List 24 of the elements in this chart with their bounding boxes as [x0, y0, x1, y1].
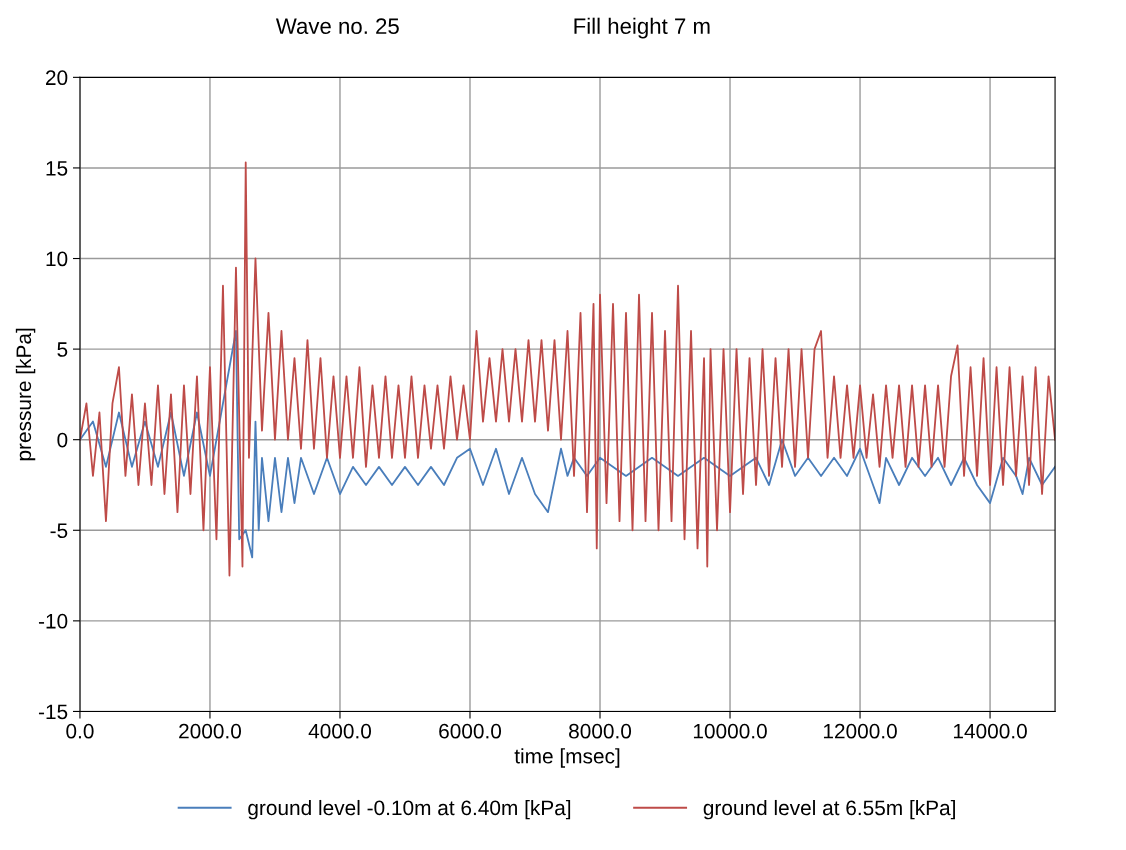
chart-title: Wave no. 25	[275, 18, 399, 35]
y-tick-label: 10	[46, 251, 68, 267]
y-tick-label: 0	[57, 432, 68, 448]
x-tick-label: 12000.0	[823, 723, 897, 739]
chart-subtitle: Fill height 7 m	[574, 17, 710, 39]
y-tick-label: 15	[46, 161, 68, 176]
x-tick-label: 10000.0	[693, 723, 767, 739]
line-series	[79, 330, 1056, 559]
y-tick-label: -5	[50, 523, 68, 539]
y-tick-label: 5	[57, 342, 68, 357]
x-tick-label: 14000.0	[953, 723, 1027, 739]
x-tick-label: 6000.0	[439, 723, 502, 739]
y-tick-label: 20	[46, 70, 68, 86]
x-axis-title: time [msec]	[514, 748, 620, 768]
y-tick-label: -15	[38, 704, 68, 720]
x-tick-label: 4000.0	[308, 723, 372, 739]
line-series	[79, 161, 1056, 577]
legend-label: ground level -0.10m at 6.40m [kPa]	[248, 799, 571, 820]
x-tick-label: 0.0	[66, 723, 94, 739]
legend-label: ground level at 6.55m [kPa]	[703, 799, 955, 820]
y-tick-label: -10	[38, 613, 68, 629]
x-tick-label: 8000.0	[569, 723, 632, 739]
y-axis-title: pressure [kPa]	[15, 328, 36, 461]
x-tick-label: 2000.0	[179, 723, 242, 739]
